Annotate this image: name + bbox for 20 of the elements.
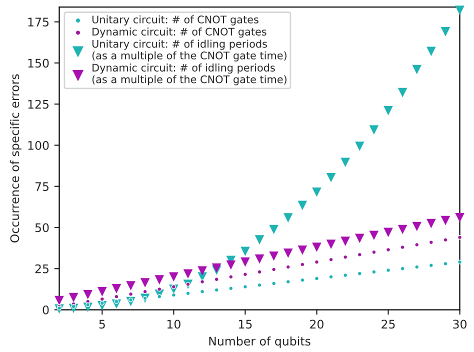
- x-tick-label: 5: [99, 320, 105, 329]
- x-axis-title: Number of qubits: [209, 336, 310, 348]
- y-tick-label: 50: [35, 223, 49, 232]
- x-tick-label: 25: [382, 320, 395, 329]
- legend-label: Unitary circuit: # of idling periods (as a multiple of the CNOT gate time): [92, 40, 286, 62]
- x-tick-label: 10: [167, 320, 180, 329]
- x-tick-label: 15: [238, 320, 252, 329]
- y-tick-label: 150: [28, 58, 49, 68]
- y-tick-label: 125: [28, 100, 48, 109]
- y-tick-label: 0: [42, 305, 49, 314]
- legend-label: Dynamic circuit: # of CNOT gates: [92, 28, 266, 38]
- y-tick-label: 100: [28, 140, 49, 150]
- legend-label: Unitary circuit: # of CNOT gates: [92, 15, 258, 26]
- y-axis-title: Occurrence of specific errors: [10, 74, 22, 242]
- y-tick-label: 175: [28, 18, 48, 26]
- x-tick-label: 30: [453, 320, 467, 329]
- legend-label: Dynamic circuit: # of idling periods (as a multiple of the CNOT gate time): [92, 64, 286, 86]
- y-tick-label: 25: [35, 264, 48, 274]
- x-tick-label: 20: [310, 320, 324, 329]
- y-tick-label: 75: [35, 182, 48, 192]
